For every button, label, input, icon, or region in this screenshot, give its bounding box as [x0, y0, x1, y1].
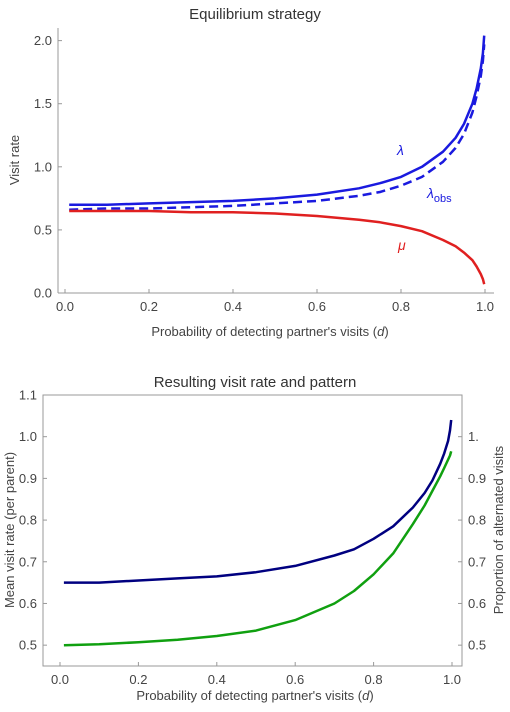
chart-resulting: Resulting visit rate and pattern 0.0 0.2 0…: [2, 374, 506, 703]
chart-2-x-label-open: (: [354, 688, 363, 703]
chart-1-x-tick-label: 0.0: [56, 299, 74, 314]
series-mu-line: [69, 209, 486, 285]
series-label-lambda: λ: [396, 142, 404, 158]
chart-1-y-tick-label: 0.5: [34, 222, 52, 237]
chart-1-title: Equilibrium strategy: [189, 6, 321, 23]
chart-2-x-tick-label: 0.0: [51, 672, 69, 687]
chart-2-y-tick-label: 0.5: [19, 638, 37, 653]
chart-2-y2-tick-label: 0.7: [468, 554, 486, 569]
chart-1-x-tick-label: 0.4: [224, 299, 242, 314]
chart-1-x-tick-label: 0.2: [140, 299, 158, 314]
chart-equilibrium: Equilibrium strategy 0.0 0.2 0.4 0.6 0.8 1.0 …: [7, 6, 494, 339]
chart-2-x-label-var: d: [362, 688, 370, 703]
chart-2-x-tick-label: 0.6: [286, 672, 304, 687]
chart-1-y-tick-label: 0.0: [34, 286, 52, 301]
chart-1-x-tick-label: 1.0: [476, 299, 494, 314]
chart-1-x-label-text: Probability of detecting partner's visit…: [151, 324, 369, 339]
series-proportion-alternated-line: [63, 450, 453, 647]
chart-1-x-label-var: d: [377, 324, 385, 339]
series-label-lambda-obs-sub: obs: [434, 193, 452, 205]
chart-1-x-label-close: ): [384, 324, 388, 339]
chart-2-series: [63, 419, 453, 647]
chart-1-series: [69, 35, 486, 285]
chart-2-frame: [42, 394, 463, 667]
chart-2-x-label-close: ): [369, 688, 373, 703]
chart-1-x-tick-label: 0.6: [308, 299, 326, 314]
chart-2-title: Resulting visit rate and pattern: [154, 374, 357, 391]
chart-2-y-tick-label: 1.0: [19, 429, 37, 444]
chart-2-y-label: Mean visit rate (per parent): [2, 452, 17, 608]
chart-2-y2-ticks: 0.5 0.6 0.7 0.8 0.9 1.: [458, 429, 486, 653]
chart-1-y-tick-label: 1.0: [34, 159, 52, 174]
series-mean-visit-rate-line: [63, 419, 453, 584]
chart-2-y-tick-label: 0.9: [19, 471, 37, 486]
series-label-mu: μ: [397, 237, 406, 253]
chart-2-y2-tick-label: 0.5: [468, 638, 486, 653]
chart-2-x-label-text: Probability of detecting partner's visit…: [136, 688, 354, 703]
chart-2-y-ticks: 0.5 0.6 0.7 0.8 0.9 1.0 1.1: [19, 388, 47, 653]
chart-2-y2-tick-label: 0.9: [468, 471, 486, 486]
chart-1-x-ticks: 0.0 0.2 0.4 0.6 0.8 1.0: [56, 289, 494, 314]
chart-1-y-ticks: 0.0 0.5 1.0 1.5 2.0: [34, 33, 62, 301]
chart-2-y2-tick-label: 0.8: [468, 513, 486, 528]
series-label-lambda-obs-main: λ: [426, 185, 434, 201]
chart-2-y-tick-label: 0.7: [19, 554, 37, 569]
chart-2-y-tick-label: 0.8: [19, 513, 37, 528]
chart-2-y-tick-label: 1.1: [19, 388, 37, 403]
chart-2-x-ticks: 0.0 0.2 0.4 0.6 0.8 1.0: [51, 662, 461, 687]
chart-1-x-label-open: (: [369, 324, 378, 339]
chart-2-x-tick-label: 0.8: [365, 672, 383, 687]
chart-2-x-tick-label: 0.4: [208, 672, 226, 687]
series-lambda-obs-line: [69, 44, 486, 211]
chart-2-x-label: Probability of detecting partner's visit…: [136, 688, 373, 703]
chart-1-y-label: Visit rate: [7, 135, 22, 185]
chart-1-y-tick-label: 2.0: [34, 33, 52, 48]
chart-1-x-tick-label: 0.8: [392, 299, 410, 314]
chart-2-y2-tick-label: 0.6: [468, 596, 486, 611]
series-lambda-line: [69, 35, 486, 206]
chart-1-y-tick-label: 1.5: [34, 96, 52, 111]
chart-2-x-tick-label: 1.0: [443, 672, 461, 687]
chart-2-x-tick-label: 0.2: [129, 672, 147, 687]
chart-2-y-tick-label: 0.6: [19, 596, 37, 611]
chart-2-y2-label: Proportion of alternated visits: [491, 445, 506, 614]
chart-1-x-label: Probability of detecting partner's visit…: [151, 324, 388, 339]
series-label-lambda-obs: λobs: [426, 185, 452, 205]
chart-2-y2-tick-label: 1.: [468, 429, 479, 444]
